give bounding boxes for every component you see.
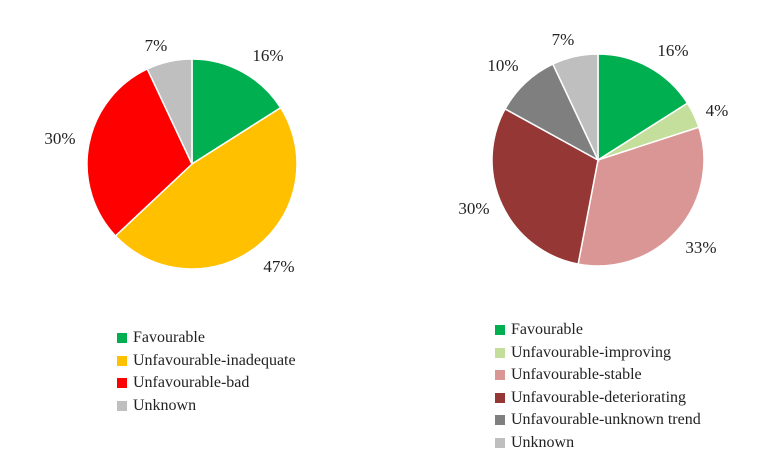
pie-slice-unfavourable-deteriorating <box>491 107 599 265</box>
pie-slice-unfavourable-stable <box>577 126 705 267</box>
legend-item-unfavourable-improving: Unfavourable-improving <box>495 342 701 365</box>
legend-label: Unfavourable-bad <box>133 374 250 392</box>
legend-swatch <box>495 325 505 336</box>
legend-item-unfavourable-inadequate: Unfavourable-inadequate <box>117 350 296 373</box>
data-label-unfavourable-bad: 30% <box>44 129 75 148</box>
legend-label: Favourable <box>511 321 583 339</box>
legend-swatch <box>117 355 127 366</box>
legend-label: Unfavourable-improving <box>511 343 671 361</box>
pie-slice-unfavourable-inadequate <box>114 106 298 270</box>
legend-label: Unfavourable-deteriorating <box>511 388 687 406</box>
legend-swatch <box>495 370 505 381</box>
legend-right: Favourable Unfavourable-improving Unfavour… <box>495 319 701 454</box>
pie-chart-left: 16% 47% 30% 7% <box>44 36 298 276</box>
data-label-unknown: 7% <box>552 30 575 49</box>
data-label-unfavourable-inadequate: 47% <box>263 257 294 276</box>
legend-label: Unfavourable-inadequate <box>133 351 296 369</box>
legend-item-favourable: Favourable <box>495 319 701 342</box>
pie-slice-favourable <box>597 53 689 162</box>
pie-slice-favourable <box>191 58 282 166</box>
legend-item-unknown: Unknown <box>117 395 296 418</box>
legend-item-favourable: Favourable <box>117 327 296 350</box>
legend-label: Unfavourable-unknown trend <box>511 411 701 429</box>
legend-swatch <box>495 437 505 448</box>
data-label-favourable: 16% <box>252 46 283 65</box>
legend-label: Favourable <box>133 329 205 347</box>
legend-item-unfavourable-deteriorating: Unfavourable-deteriorating <box>495 387 701 410</box>
pie-slice-unknown <box>551 53 599 161</box>
data-label-unfavourable-unknown-trend: 10% <box>487 56 518 75</box>
legend-swatch <box>495 392 505 403</box>
legend-label: Unknown <box>133 396 197 414</box>
pie-slice-unknown <box>146 58 193 165</box>
legend-left: Favourable Unfavourable-inadequate Unfavou… <box>117 327 296 417</box>
legend-item-unknown: Unknown <box>495 432 701 455</box>
legend-swatch <box>117 378 127 389</box>
pie-chart-right: 16% 4% 33% 30% 10% 7% <box>458 30 729 267</box>
legend-swatch <box>495 415 505 426</box>
legend-label: Unknown <box>511 433 575 451</box>
pie-slice-unfavourable-bad <box>86 67 193 237</box>
legend-item-unfavourable-stable: Unfavourable-stable <box>495 364 701 387</box>
legend-swatch <box>117 400 127 411</box>
data-label-unfavourable-deteriorating: 30% <box>458 199 489 218</box>
legend-swatch <box>117 333 127 344</box>
legend-swatch <box>495 347 505 358</box>
data-label-unfavourable-improving: 4% <box>706 101 729 120</box>
data-label-unfavourable-stable: 33% <box>685 238 716 257</box>
legend-item-unfavourable-bad: Unfavourable-bad <box>117 372 296 395</box>
data-label-unknown: 7% <box>145 36 168 55</box>
data-label-favourable: 16% <box>657 41 688 60</box>
legend-label: Unfavourable-stable <box>511 366 642 384</box>
legend-item-unfavourable-unknown-trend: Unfavourable-unknown trend <box>495 409 701 432</box>
